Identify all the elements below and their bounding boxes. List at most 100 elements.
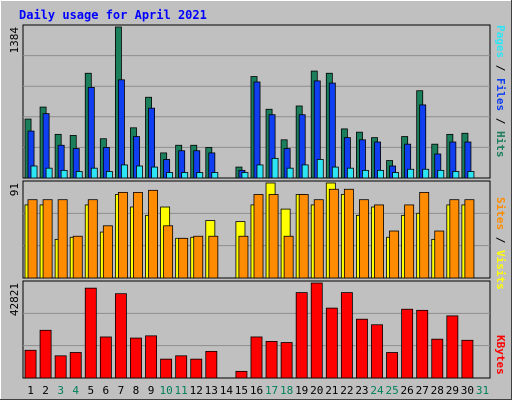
- bar-files-day-21: [328, 82, 336, 179]
- bar-kbytes-day-4: [69, 352, 82, 379]
- x-tick-day-5: 5: [87, 384, 94, 397]
- bar-kbytes-day-26: [401, 308, 414, 379]
- bottom-panel: 42821: [8, 280, 491, 379]
- bar-pages-day-3: [60, 169, 68, 179]
- bar-sites-day-21: [328, 188, 339, 279]
- bar-kbytes-day-27: [416, 309, 429, 379]
- bar-pages-day-5: [90, 167, 98, 179]
- x-tick-day-11: 11: [175, 384, 188, 397]
- bar-sites-day-27: [419, 191, 430, 279]
- bar-sites-day-5: [87, 199, 98, 279]
- bar-pages-day-9: [151, 166, 158, 179]
- bar-files-day-27: [419, 104, 427, 179]
- x-tick-day-15: 15: [235, 384, 248, 397]
- bar-kbytes-day-16: [250, 336, 263, 379]
- side-legends: Pages / Files / Hits Sites / Visits KBytes: [494, 25, 507, 375]
- bar-sites-day-25: [389, 230, 400, 279]
- bar-pages-day-10: [166, 172, 174, 179]
- bar-kbytes-day-21: [325, 307, 338, 379]
- bar-sites-day-30: [464, 199, 475, 279]
- bar-files-day-16: [253, 81, 261, 179]
- bar-kbytes-day-11: [175, 355, 188, 379]
- bar-kbytes-day-8: [130, 337, 142, 379]
- x-tick-day-31: 31: [476, 384, 489, 397]
- bar-kbytes-day-18: [280, 342, 293, 379]
- bar-kbytes-day-1: [24, 349, 37, 379]
- x-tick-day-13: 13: [205, 384, 218, 397]
- bar-kbytes-day-5: [84, 287, 97, 379]
- bar-sites-day-16: [253, 194, 264, 279]
- bar-pages-day-17: [271, 157, 279, 179]
- x-tick-day-6: 6: [103, 384, 110, 397]
- bar-sites-day-2: [42, 199, 53, 279]
- bar-kbytes-day-12: [190, 358, 203, 379]
- chart-panels: 1384 91 42821: [8, 24, 491, 379]
- bar-sites-day-6: [102, 225, 113, 279]
- y-max-label: 1384: [8, 27, 21, 54]
- bar-kbytes-day-7: [114, 293, 127, 379]
- bar-pages-day-20: [316, 159, 324, 179]
- bar-pages-day-21: [331, 166, 339, 179]
- x-tick-day-24: 24: [370, 384, 384, 397]
- legend-sites: Sites: [494, 197, 507, 230]
- bar-kbytes-day-25: [386, 352, 399, 379]
- bar-kbytes-day-19: [295, 292, 308, 379]
- bar-kbytes-day-17: [265, 340, 278, 379]
- bar-files-day-7: [117, 79, 125, 179]
- bar-pages-day-25: [392, 172, 400, 179]
- bar-pages-day-28: [437, 169, 445, 179]
- legend-hits: Hits: [494, 131, 507, 158]
- x-tick-day-10: 10: [159, 384, 172, 397]
- x-tick-day-27: 27: [416, 384, 429, 397]
- bar-kbytes-day-2: [39, 329, 52, 379]
- bar-sites-day-15: [238, 235, 249, 279]
- middle-panel: 91: [8, 180, 491, 279]
- x-tick-day-12: 12: [190, 384, 203, 397]
- x-axis: 1 2 3 4 5 6 7 8 9 10 11 12 13 14 15 16 17 18 19 20 21 22 23 24 2…: [27, 384, 489, 397]
- bar-pages-day-18: [286, 167, 294, 179]
- bar-kbytes-day-29: [446, 315, 459, 379]
- side-legend-middle: Sites / Visits: [494, 197, 507, 290]
- legend-files: Files: [494, 78, 507, 111]
- bar-sites-day-22: [343, 188, 354, 279]
- x-tick-day-29: 29: [446, 384, 459, 397]
- side-legend-bottom: KBytes: [494, 335, 507, 375]
- bar-pages-day-24: [377, 169, 384, 179]
- legend-separator: /: [494, 111, 507, 131]
- bar-pages-day-11: [181, 172, 189, 179]
- legend-visits: Visits: [494, 250, 507, 290]
- bar-sites-day-12: [193, 235, 204, 279]
- x-tick-day-22: 22: [340, 384, 353, 397]
- x-tick-day-26: 26: [401, 384, 414, 397]
- bar-kbytes-day-9: [145, 335, 157, 379]
- x-tick-day-30: 30: [461, 384, 474, 397]
- bar-pages-day-22: [346, 167, 354, 179]
- bar-sites-day-10: [163, 225, 174, 279]
- bar-pages-day-16: [256, 164, 264, 179]
- bar-pages-day-8: [136, 165, 143, 179]
- bar-pages-day-27: [422, 168, 430, 179]
- bar-kbytes-day-10: [160, 358, 173, 379]
- side-legend-top: Pages / Files / Hits: [494, 25, 507, 158]
- bar-pages-day-29: [452, 171, 460, 179]
- bar-sites-day-23: [359, 199, 369, 279]
- x-tick-day-9: 9: [148, 384, 155, 397]
- legend-separator: /: [494, 58, 507, 78]
- x-tick-day-14: 14: [220, 384, 234, 397]
- bar-pages-day-1: [30, 165, 38, 179]
- x-tick-day-4: 4: [72, 384, 79, 397]
- x-tick-day-2: 2: [42, 384, 49, 397]
- bar-sites-day-26: [404, 204, 415, 279]
- bar-pages-day-4: [75, 171, 83, 179]
- x-tick-day-16: 16: [250, 384, 263, 397]
- bar-pages-day-19: [301, 164, 309, 179]
- bar-kbytes-day-24: [371, 324, 383, 379]
- bar-sites-day-17: [268, 194, 279, 279]
- bar-kbytes-day-30: [461, 339, 474, 379]
- bar-files-day-5: [87, 87, 95, 179]
- bar-sites-day-28: [434, 230, 445, 279]
- bar-pages-day-12: [196, 172, 204, 179]
- x-tick-day-18: 18: [280, 384, 293, 397]
- x-tick-day-8: 8: [133, 384, 140, 397]
